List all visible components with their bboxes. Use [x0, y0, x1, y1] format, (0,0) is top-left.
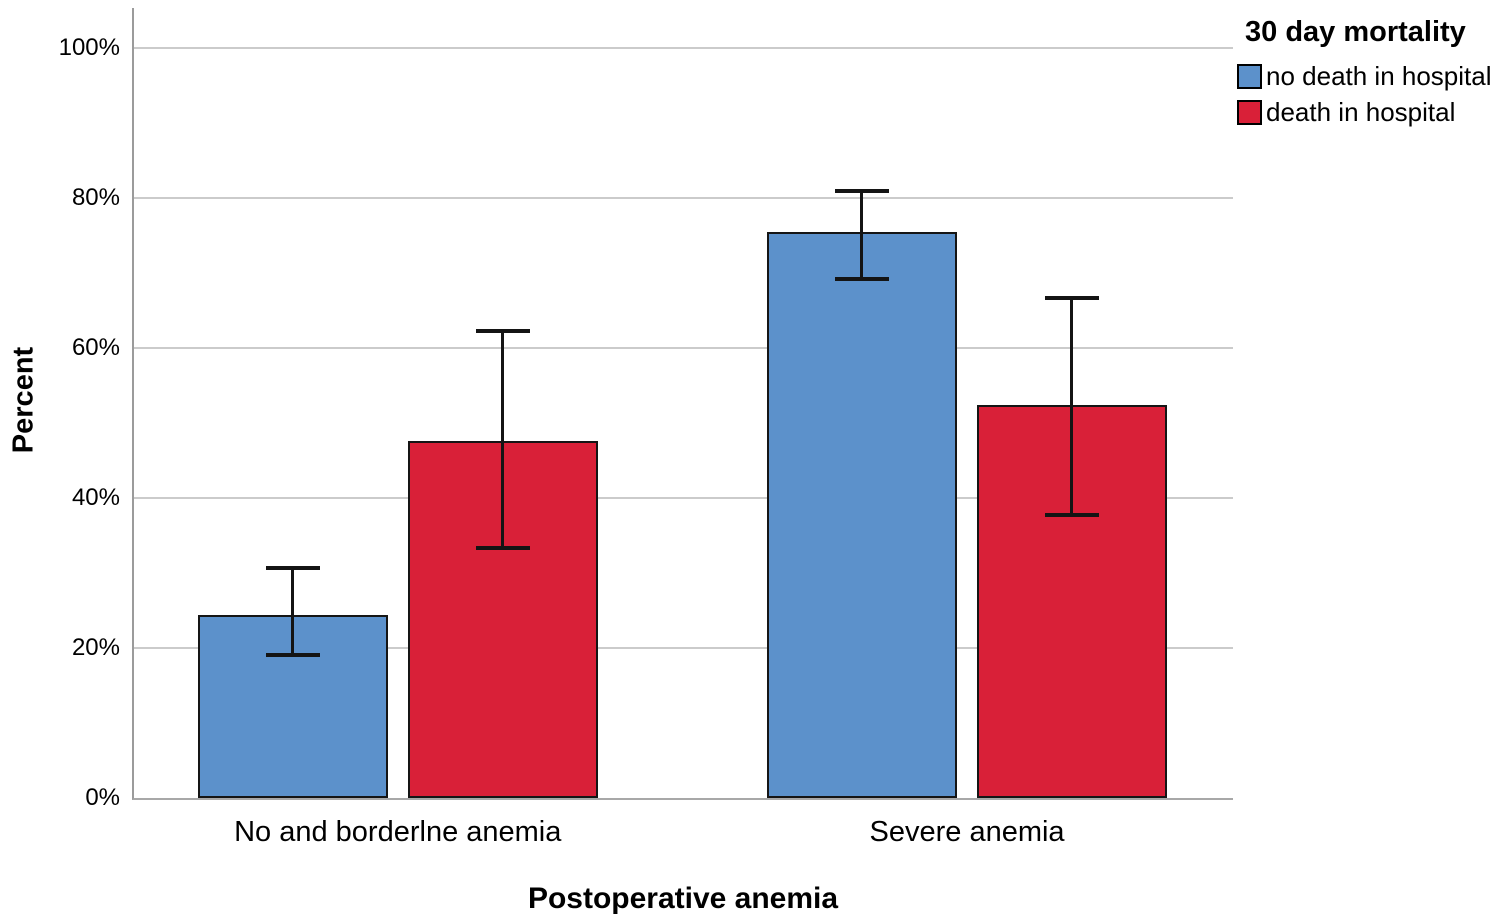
gridline [134, 647, 1233, 649]
error-bar-cap-top [1045, 296, 1100, 301]
error-bar-line [860, 189, 864, 282]
legend-item-label: no death in hospital [1266, 61, 1492, 91]
gridline [134, 47, 1233, 49]
legend-swatch-red [1237, 100, 1262, 125]
error-bar [1045, 296, 1100, 517]
gridline [134, 497, 1233, 499]
legend-title: 30 day mortality [1245, 16, 1466, 48]
error-bar [265, 566, 320, 657]
error-bar-cap-bottom [835, 277, 890, 282]
bar [767, 231, 958, 798]
error-bar-line [290, 566, 294, 657]
legend-item-label: death in hospital [1266, 97, 1456, 127]
bar [977, 405, 1168, 798]
error-bar-cap-top [835, 189, 890, 193]
legend-item: death in hospital [1237, 98, 1492, 127]
y-axis-tick-labels: 0% 20% 40% 60% 80% 100% [0, 8, 126, 811]
error-bar-cap-bottom [265, 653, 320, 657]
error-bar [475, 329, 530, 550]
error-bar-line [1070, 296, 1074, 517]
legend: 30 day mortality no death in hospital de… [1237, 16, 1492, 134]
gridline [134, 347, 1233, 349]
y-tick-label: 20% [71, 634, 120, 661]
x-category-label: No and borderlne anemia [234, 816, 562, 848]
error-bar [835, 189, 890, 282]
y-tick-label: 40% [71, 484, 120, 511]
legend-item: no death in hospital [1237, 62, 1492, 91]
x-category-label: Severe anemia [869, 816, 1065, 848]
y-tick-label: 60% [71, 334, 120, 361]
y-tick-label: 0% [85, 784, 120, 811]
error-bar-cap-bottom [475, 545, 530, 550]
error-bar-cap-top [265, 566, 320, 571]
x-axis-title: Postoperative anemia [527, 882, 839, 915]
y-tick-label: 100% [58, 34, 120, 61]
error-bar-line [500, 329, 504, 550]
gridline [134, 197, 1233, 199]
y-tick-label: 80% [71, 184, 120, 211]
error-bar-cap-bottom [1045, 512, 1100, 517]
plot-area [132, 8, 1233, 800]
error-bar-cap-top [475, 329, 530, 334]
legend-swatch-blue [1237, 64, 1262, 89]
